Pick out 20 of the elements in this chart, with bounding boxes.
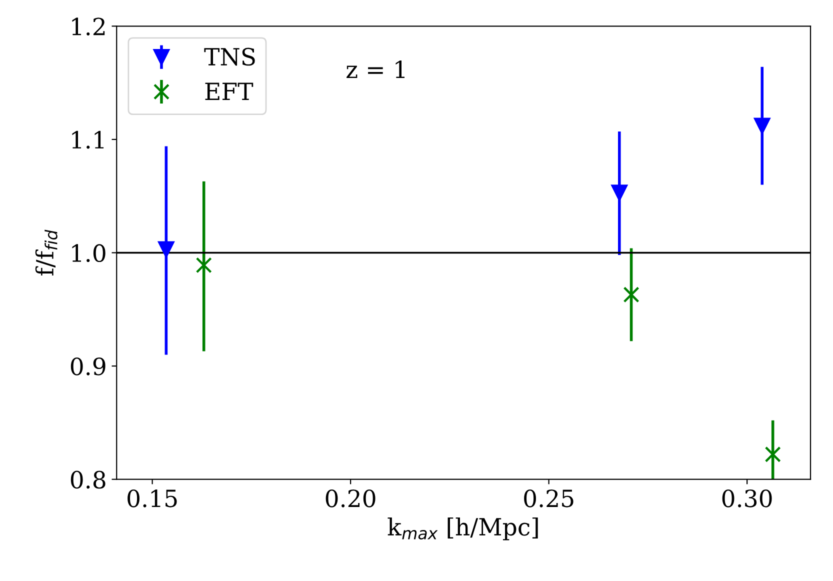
point [158,241,174,258]
x-tick-label: 0.25 [524,489,574,508]
legend-label: EFT [205,82,254,100]
annotation: z = 1 [346,60,405,78]
x-tick-label: 0.30 [722,489,772,508]
point [196,257,212,274]
legend-label: TNS [204,48,255,66]
point [623,286,640,303]
y-tick-label: 1.0 [72,244,106,262]
y-tick-label: 0.9 [70,357,106,376]
y-tick-label: 1.2 [72,18,105,36]
x-axis-title: k$_{max}$ [h/Mpc] [388,517,538,540]
y-tick-label: 1.1 [72,130,104,149]
point [611,184,628,201]
point [764,446,781,462]
y-tick-label: 0.8 [70,470,106,489]
x-tick-label: 0.15 [128,489,177,508]
x-tick-label: 0.20 [326,489,376,508]
point [754,118,770,134]
y-axis-title: f/f$_{fid}$ [35,230,58,276]
